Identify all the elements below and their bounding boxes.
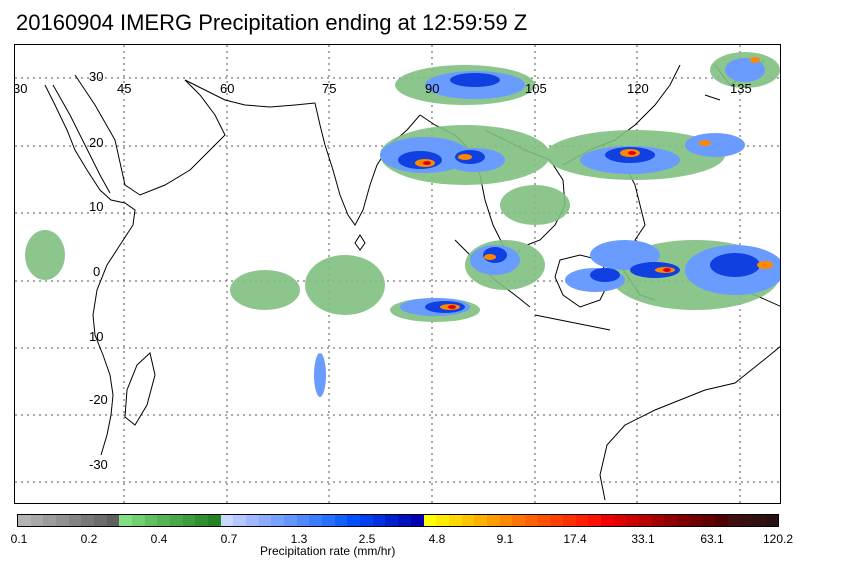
lat-label: 0 <box>93 264 101 279</box>
colorbar-swatch <box>562 515 576 526</box>
colorbar-swatch <box>43 515 57 526</box>
lon-label: 90 <box>425 81 440 96</box>
colorbar-tick-label: 1.3 <box>290 532 308 546</box>
lon-label: 45 <box>117 81 132 96</box>
colorbar-swatch <box>334 515 348 526</box>
colorbar-swatch <box>398 515 411 526</box>
colorbar-swatch <box>410 515 424 526</box>
colorbar-tick-label: 0.1 <box>10 532 28 546</box>
colorbar-swatch <box>347 515 361 526</box>
map-gridlines <box>15 45 780 503</box>
lat-label: 10 <box>89 199 104 214</box>
colorbar-swatch <box>322 515 335 526</box>
colorbar-tick-label: 17.4 <box>563 532 587 546</box>
lon-label: 60 <box>220 81 235 96</box>
colorbar-swatch <box>537 515 551 526</box>
colorbar-tick-label: 9.1 <box>496 532 514 546</box>
colorbar-swatch <box>94 515 107 526</box>
colorbar-swatch <box>474 515 487 526</box>
colorbar-swatch <box>284 515 297 526</box>
lat-label: -30 <box>89 457 108 472</box>
colorbar-swatch <box>360 515 373 526</box>
lon-label: 135 <box>730 81 752 96</box>
colorbar-swatch <box>233 515 247 526</box>
colorbar-swatch <box>246 515 259 526</box>
colorbar-swatch <box>524 515 538 526</box>
colorbar-swatch <box>727 515 741 526</box>
colorbar-swatch <box>702 515 715 526</box>
colorbar-tick-label: 4.8 <box>428 532 446 546</box>
colorbar-swatch <box>651 515 665 526</box>
colorbar-swatch <box>271 515 285 526</box>
colorbar-tick-label: 0.7 <box>220 532 238 546</box>
colorbar-swatch <box>296 515 310 526</box>
map-canvas <box>15 45 780 503</box>
colorbar-swatch <box>461 515 475 526</box>
colorbar-swatch <box>486 515 500 526</box>
colorbar-swatch <box>56 515 69 526</box>
colorbar-swatch <box>448 515 462 526</box>
colorbar-swatch <box>106 515 120 526</box>
colorbar-swatch <box>613 515 627 526</box>
colorbar-tick-label: 0.4 <box>150 532 168 546</box>
colorbar-swatch <box>575 515 589 526</box>
colorbar-swatch <box>423 515 437 526</box>
colorbar-swatch <box>664 515 677 526</box>
colorbar-swatch <box>714 515 728 526</box>
colorbar-swatch <box>30 515 44 526</box>
colorbar-swatch <box>119 515 133 526</box>
colorbar <box>17 514 779 527</box>
colorbar-swatch <box>740 515 753 526</box>
precipitation-field <box>25 52 780 397</box>
colorbar-swatch <box>385 515 399 526</box>
colorbar-swatch <box>499 515 513 526</box>
colorbar-swatch <box>676 515 690 526</box>
precipitation-map: 30 45 60 75 90 105 120 135 30 20 10 0 10… <box>14 44 781 504</box>
lat-label: 20 <box>89 135 104 150</box>
colorbar-swatch <box>18 515 31 526</box>
colorbar-swatch <box>132 515 145 526</box>
colorbar-swatch <box>195 515 209 526</box>
colorbar-swatch <box>372 515 386 526</box>
colorbar-swatch <box>626 515 639 526</box>
colorbar-swatch <box>258 515 272 526</box>
colorbar-swatch <box>600 515 614 526</box>
colorbar-swatch <box>182 515 196 526</box>
colorbar-tick-label: 120.2 <box>762 532 794 546</box>
colorbar-swatch <box>309 515 323 526</box>
colorbar-swatch <box>638 515 652 526</box>
colorbar-title: Precipitation rate (mm/hr) <box>260 544 396 558</box>
colorbar-tick-label: 33.1 <box>631 532 655 546</box>
coastlines <box>44 59 780 501</box>
lat-label: 30 <box>89 69 104 84</box>
colorbar-tick-label: 63.1 <box>700 532 724 546</box>
colorbar-swatch <box>157 515 171 526</box>
colorbar-swatch <box>512 515 525 526</box>
map-title: 20160904 IMERG Precipitation ending at 1… <box>16 10 528 35</box>
colorbar-swatch <box>220 515 234 526</box>
colorbar-swatch <box>81 515 95 526</box>
colorbar-swatch <box>765 515 779 526</box>
lon-label: 30 <box>14 81 28 96</box>
colorbar-swatch <box>144 515 158 526</box>
colorbar-swatch <box>436 515 449 526</box>
lon-label: 105 <box>525 81 547 96</box>
lon-label: 120 <box>627 81 649 96</box>
colorbar-swatch <box>588 515 601 526</box>
lat-label: 10 <box>89 329 104 344</box>
colorbar-tick-label: 2.5 <box>358 532 376 546</box>
colorbar-swatch <box>170 515 183 526</box>
colorbar-swatch <box>68 515 82 526</box>
colorbar-swatch <box>689 515 703 526</box>
colorbar-tick-label: 0.2 <box>80 532 98 546</box>
colorbar-swatch <box>208 515 221 526</box>
lat-label: -20 <box>89 392 108 407</box>
colorbar-swatch <box>550 515 563 526</box>
colorbar-swatch <box>752 515 766 526</box>
lon-label: 75 <box>322 81 337 96</box>
